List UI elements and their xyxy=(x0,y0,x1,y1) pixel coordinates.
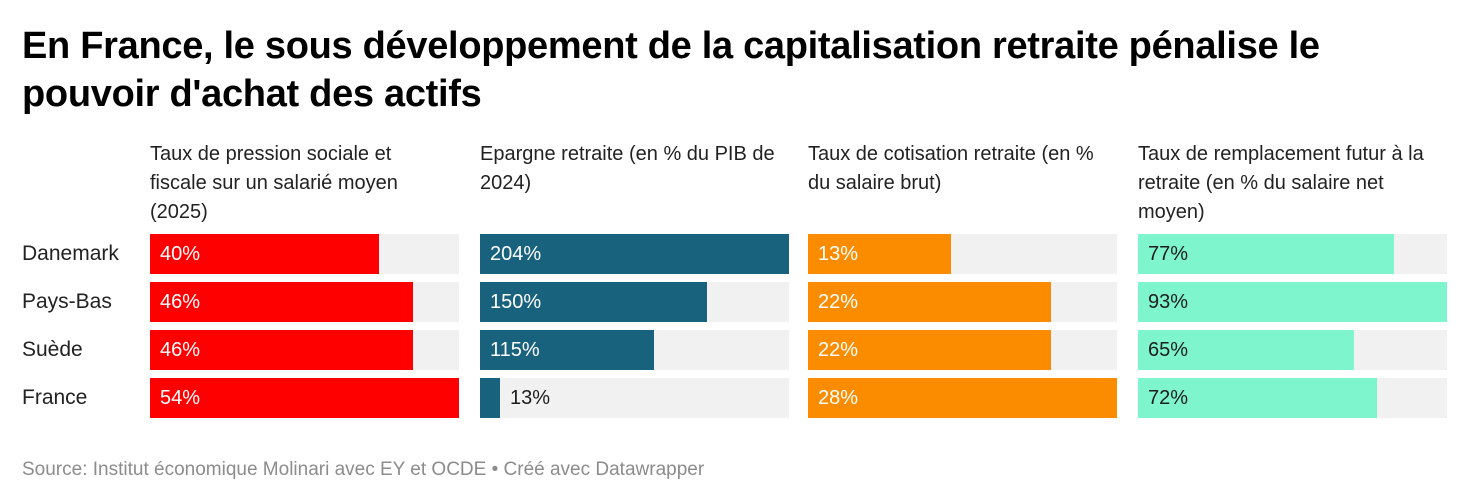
bar-value-label: 93% xyxy=(1148,291,1189,313)
row-label-0: Danemark xyxy=(22,242,119,265)
bar-value-label: 22% xyxy=(818,291,859,313)
bar-value-label: 13% xyxy=(510,387,551,409)
bar-value-label: 204% xyxy=(490,243,542,265)
chart-title: En France, le sous développement de la c… xyxy=(22,25,1320,115)
bar xyxy=(808,378,1117,418)
panel-header-3: Taux de remplacement futur à la retraite… xyxy=(1138,143,1424,223)
bar-track: 93% xyxy=(1138,282,1447,322)
bar xyxy=(808,282,1051,322)
bar-value-label: 46% xyxy=(160,339,201,361)
bar-track: 65% xyxy=(1138,330,1447,370)
bar-value-label: 77% xyxy=(1148,243,1189,265)
bar-value-label: 46% xyxy=(160,291,201,313)
bar xyxy=(808,330,1051,370)
bar xyxy=(480,330,654,370)
row-label-2: Suède xyxy=(22,338,83,361)
bar-track: 150% xyxy=(480,282,789,322)
bar-track: 22% xyxy=(808,282,1117,322)
bar-value-label: 22% xyxy=(818,339,859,361)
bar-track: 13% xyxy=(480,378,789,418)
bar-track: 28% xyxy=(808,378,1117,418)
bar-track: 40% xyxy=(150,234,459,274)
bar-value-label: 65% xyxy=(1148,339,1189,361)
row-label-1: Pays-Bas xyxy=(22,290,112,313)
bar xyxy=(150,330,413,370)
bar-track: 204% xyxy=(480,234,789,274)
panel-header-2: Taux de cotisation retraite (en % du sal… xyxy=(808,143,1094,194)
bar xyxy=(1138,234,1394,274)
source-note: Source: Institut économique Molinari ave… xyxy=(22,459,705,480)
bar xyxy=(150,282,413,322)
bar-track: 77% xyxy=(1138,234,1447,274)
bar-track: 22% xyxy=(808,330,1117,370)
bar-track: 115% xyxy=(480,330,789,370)
bar xyxy=(1138,282,1447,322)
bar xyxy=(808,234,951,274)
bar-track: 54% xyxy=(150,378,459,418)
bar-value-label: 115% xyxy=(490,339,540,361)
bar-value-label: 40% xyxy=(160,243,201,265)
bar-value-label: 13% xyxy=(818,243,859,265)
bar-track: 46% xyxy=(150,282,459,322)
bar xyxy=(1138,378,1377,418)
bar xyxy=(1138,330,1354,370)
bar-value-label: 28% xyxy=(818,387,859,409)
bar xyxy=(480,234,789,274)
bar-value-label: 72% xyxy=(1148,387,1189,409)
bar-track: 72% xyxy=(1138,378,1447,418)
bar-value-label: 150% xyxy=(490,291,542,313)
bar-track: 13% xyxy=(808,234,1117,274)
bar xyxy=(150,234,379,274)
row-label-3: France xyxy=(22,386,88,409)
bar xyxy=(480,282,707,322)
bar xyxy=(480,378,500,418)
panel-header-1: Epargne retraite (en % du PIB de 2024) xyxy=(480,143,775,194)
bar xyxy=(150,378,459,418)
bar-value-label: 54% xyxy=(160,387,201,409)
panel-header-0: Taux de pression sociale et fiscale sur … xyxy=(150,143,398,223)
bar-track: 46% xyxy=(150,330,459,370)
